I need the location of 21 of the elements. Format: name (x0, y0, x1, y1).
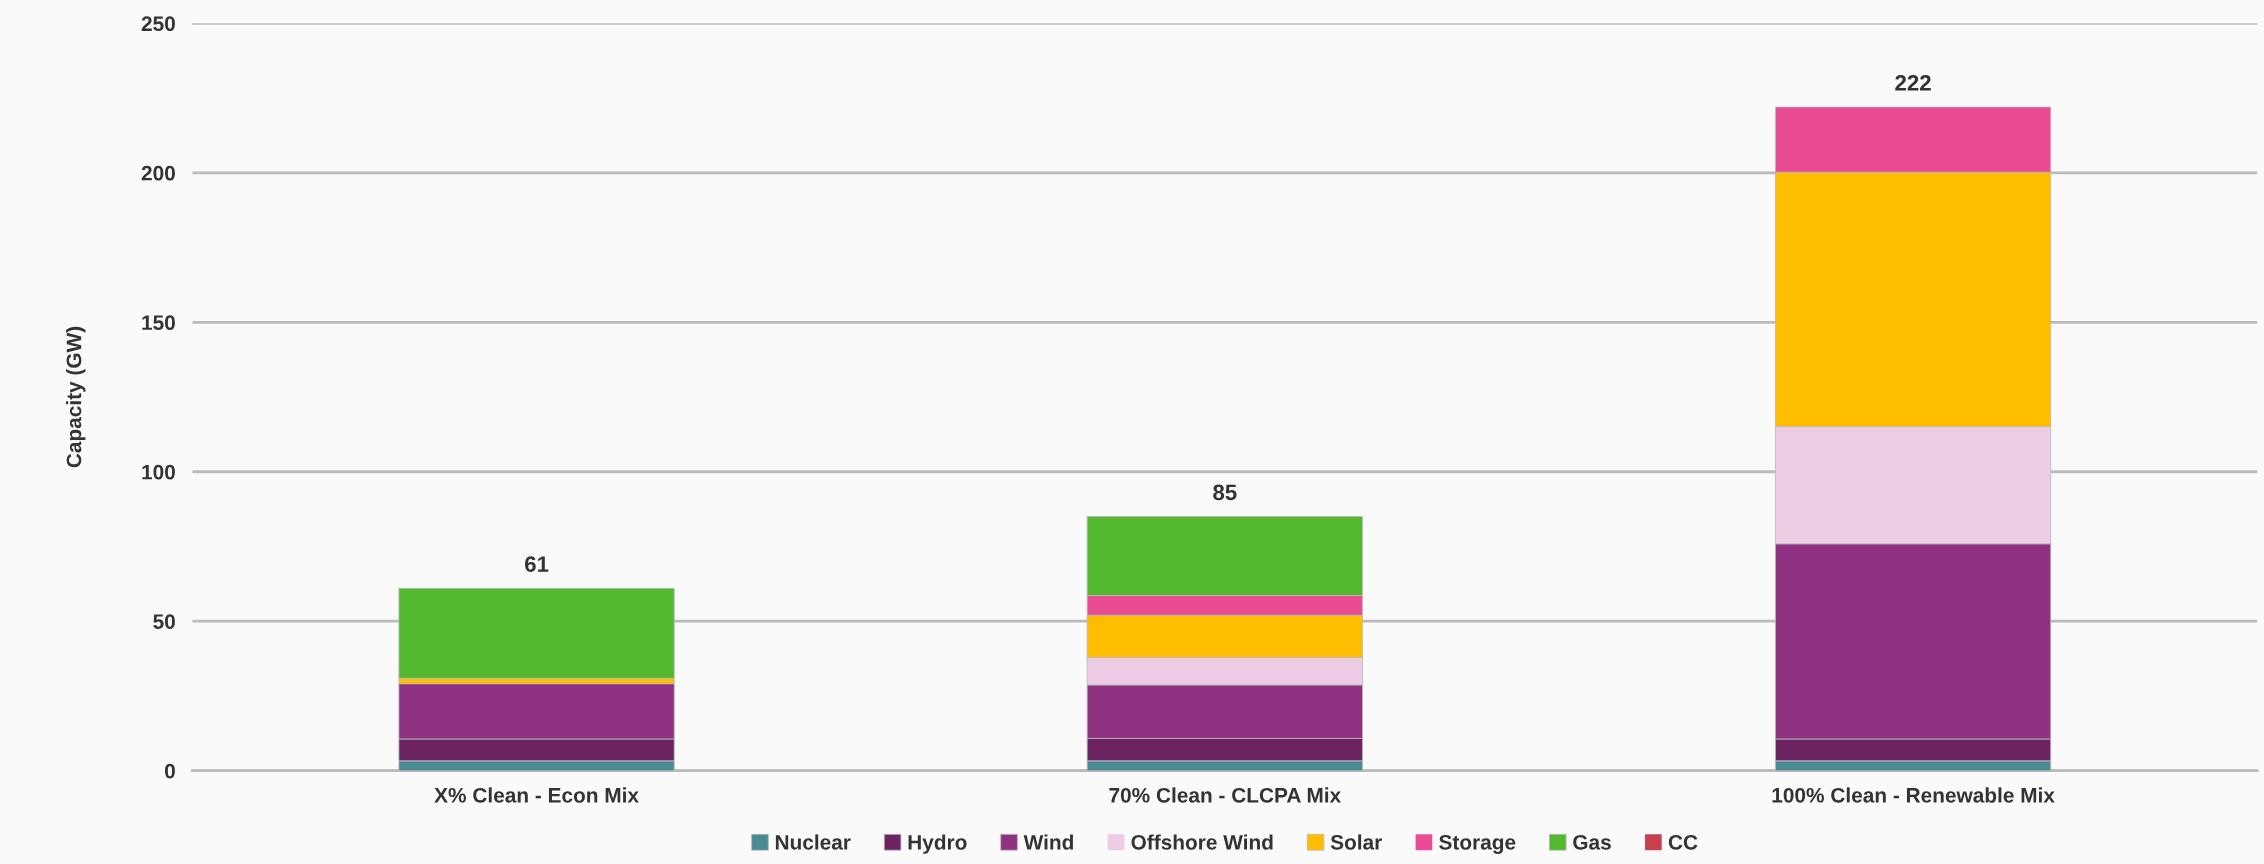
legend-label: Gas (1573, 834, 1611, 850)
y-tick-label: 50 (153, 614, 175, 629)
legend-label: Hydro (908, 834, 967, 854)
y-axis-title: Capacity (GW) (66, 326, 86, 468)
legend-label: Storage (1439, 834, 1516, 854)
legend-label: Offshore Wind (1131, 834, 1273, 850)
total-label: 61 (525, 556, 549, 572)
y-tick-label: 250 (141, 16, 175, 32)
y-tick-label: 200 (141, 165, 175, 181)
total-label: 222 (1895, 74, 1931, 91)
legend-label: CC (1668, 834, 1698, 850)
total-label: 85 (1213, 484, 1237, 501)
y-tick-label: 150 (142, 315, 175, 331)
x-tick-label: 70% Clean - CLCPA Mix (1109, 787, 1342, 803)
y-tick-label: 0 (165, 763, 175, 779)
x-tick-label: X% Clean - Econ Mix (434, 787, 639, 803)
y-tick-label: 100 (142, 464, 175, 480)
legend-label: Nuclear (775, 834, 851, 850)
x-tick-label: 100% Clean - Renewable Mix (1772, 787, 2055, 803)
legend-label: Wind (1023, 834, 1073, 850)
legend-label: Solar (1330, 834, 1382, 850)
